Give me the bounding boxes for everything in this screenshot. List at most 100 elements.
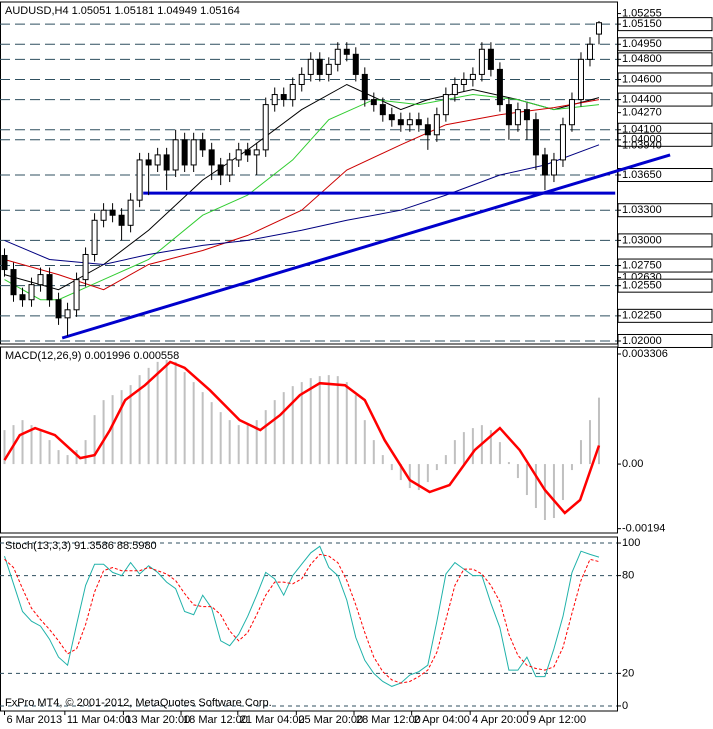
y-tick-label: 1.02750 — [622, 259, 662, 271]
candle-body — [19, 294, 26, 301]
x-tick-label: 2 Apr 04:00 — [414, 714, 470, 726]
candle-body — [253, 149, 260, 156]
candle-body — [595, 22, 602, 35]
x-tick-label: 28 Mar 12:00 — [356, 714, 421, 726]
candle-body — [28, 284, 35, 301]
candle-body — [217, 164, 224, 176]
candle-body — [10, 269, 17, 296]
candle-body — [181, 139, 188, 166]
candle-body — [487, 48, 494, 70]
candle-body — [46, 274, 53, 301]
candle-body — [433, 114, 440, 136]
panel — [0, 346, 618, 534]
y-tick-label: 1.03650 — [622, 169, 662, 181]
x-tick-label: 11 Mar 04:00 — [67, 714, 131, 726]
candle-body — [307, 58, 314, 75]
y-tick-label: 20 — [622, 667, 634, 679]
candle-body — [64, 309, 71, 319]
y-tick-label: 1.02250 — [622, 310, 662, 322]
y-tick-label: 1.04950 — [622, 38, 662, 50]
moving-average — [4, 83, 600, 291]
x-tick-label: 21 Mar 04:00 — [240, 714, 305, 726]
candle-body — [577, 58, 584, 101]
candle-body — [514, 109, 521, 126]
panel — [0, 1, 618, 345]
panel-title: MACD(12,26,9) 0.001996 0.000558 — [5, 350, 179, 362]
y-tick-label: 1.05255 — [622, 7, 662, 19]
candle-body — [361, 73, 368, 101]
candle-body — [100, 209, 107, 221]
y-tick-label: 1.03300 — [622, 204, 662, 216]
candle-body — [370, 99, 377, 106]
candle-body — [154, 154, 161, 166]
y-tick-label: 1.05150 — [622, 18, 662, 30]
x-tick-label: 25 Mar 20:00 — [298, 714, 363, 726]
candle-body — [226, 159, 233, 176]
candle-body — [505, 104, 512, 126]
x-tick-label: 13 Mar 20:00 — [125, 714, 190, 726]
candle-body — [334, 48, 341, 65]
candle-body — [388, 114, 395, 121]
candle-body — [37, 274, 44, 286]
y-tick-label: 80 — [622, 570, 634, 582]
candle-body — [316, 58, 323, 75]
candle-body — [343, 48, 350, 55]
candle-body — [460, 78, 467, 85]
candle-body — [190, 139, 197, 166]
y-tick-label: 1.03000 — [622, 234, 662, 246]
trend-line — [61, 153, 671, 340]
moving-average — [4, 99, 600, 291]
candle-body — [280, 94, 287, 101]
candle-body — [127, 199, 134, 226]
candle-body — [244, 149, 251, 156]
signal-line — [3, 360, 601, 515]
candle-body — [550, 159, 557, 176]
y-tick-label: 100 — [622, 537, 640, 549]
copyright: FxPro MT4, © 2001-2012, MetaQuotes Softw… — [5, 697, 272, 709]
candle-body — [1, 254, 8, 271]
candle-body — [55, 299, 62, 319]
candle-body — [163, 154, 170, 171]
main-line — [4, 545, 600, 687]
candle-body — [559, 124, 566, 161]
y-tick-label: -0.00194 — [622, 523, 665, 535]
candle-body — [136, 159, 143, 201]
candle-body — [325, 63, 332, 75]
y-tick-label: 1.04100 — [622, 124, 662, 136]
candle-body — [271, 94, 278, 106]
y-tick-label: 0.003306 — [622, 348, 668, 360]
candle-body — [424, 124, 431, 136]
panel — [0, 536, 618, 712]
candle-body — [235, 149, 242, 161]
candle-body — [208, 149, 215, 166]
candle-body — [496, 68, 503, 106]
candle-body — [379, 104, 386, 116]
candle-body — [568, 99, 575, 126]
panel-title: AUDUSD,H4 1.05051 1.05181 1.04949 1.0516… — [5, 5, 240, 17]
x-tick-label: 4 Apr 20:00 — [472, 714, 528, 726]
x-tick-label: 18 Mar 12:00 — [183, 714, 248, 726]
candle-body — [145, 159, 152, 166]
y-tick-label: 1.04000 — [622, 134, 662, 146]
candle-body — [109, 209, 116, 216]
candle-body — [289, 83, 296, 101]
candle-body — [541, 154, 548, 176]
moving-average — [4, 144, 600, 266]
candle-body — [478, 48, 485, 75]
candle-body — [82, 253, 89, 281]
candle-body — [397, 119, 404, 126]
candle-body — [199, 139, 206, 151]
candle-body — [262, 104, 269, 151]
x-tick-label: 9 Apr 12:00 — [530, 714, 586, 726]
y-tick-label: 1.02000 — [622, 335, 662, 347]
candle-body — [406, 119, 413, 126]
signal-line — [4, 553, 600, 684]
y-tick-label: 1.03940 — [622, 140, 662, 152]
y-tick-label: 0.00 — [622, 458, 643, 470]
candle-body — [469, 73, 476, 80]
x-tick-label: 6 Mar 2013 — [7, 714, 63, 726]
candle-body — [298, 73, 305, 85]
y-tick-label: 1.04270 — [622, 107, 662, 119]
y-tick-label: 0 — [622, 700, 628, 712]
candle-body — [451, 83, 458, 96]
